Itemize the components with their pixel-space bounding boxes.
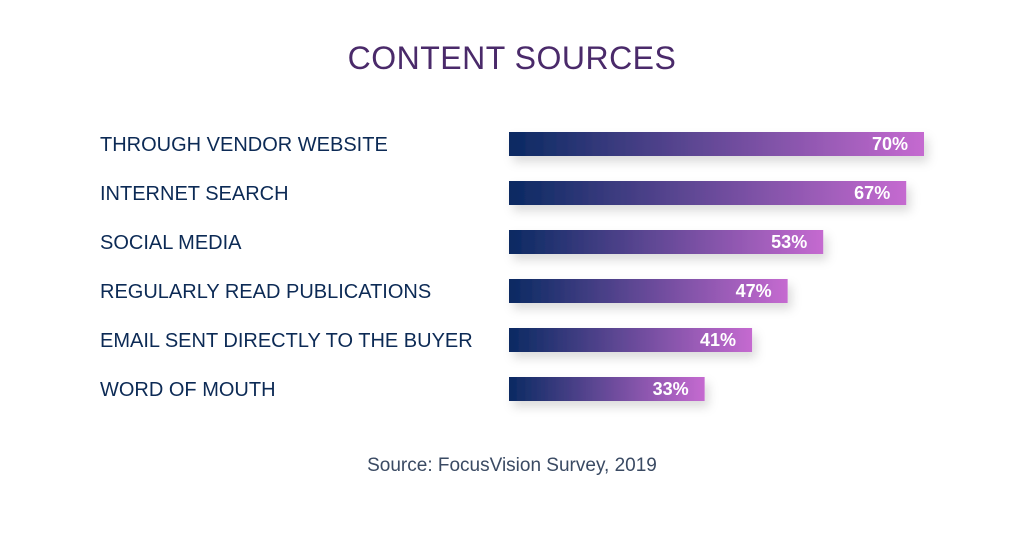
category-label: INTERNET SEARCH [100,183,289,205]
category-label: WORD OF MOUTH [100,379,276,401]
value-label: 33% [653,379,689,399]
bar [509,328,753,352]
bar [509,377,705,401]
category-label: REGULARLY READ PUBLICATIONS [100,281,431,303]
category-label: SOCIAL MEDIA [100,232,242,254]
bar [509,132,924,156]
bar [509,279,788,303]
bar [509,181,907,205]
value-label: 47% [736,281,772,301]
category-label: THROUGH VENDOR WEBSITE [100,134,388,156]
value-label: 53% [771,232,807,252]
value-label: 41% [700,330,736,350]
source-note: Source: FocusVision Survey, 2019 [367,455,657,476]
bar [509,230,824,254]
category-label: EMAIL SENT DIRECTLY TO THE BUYER [100,330,473,352]
value-label: 67% [854,183,890,203]
chart-title: CONTENT SOURCES [347,40,677,76]
value-label: 70% [872,134,908,154]
